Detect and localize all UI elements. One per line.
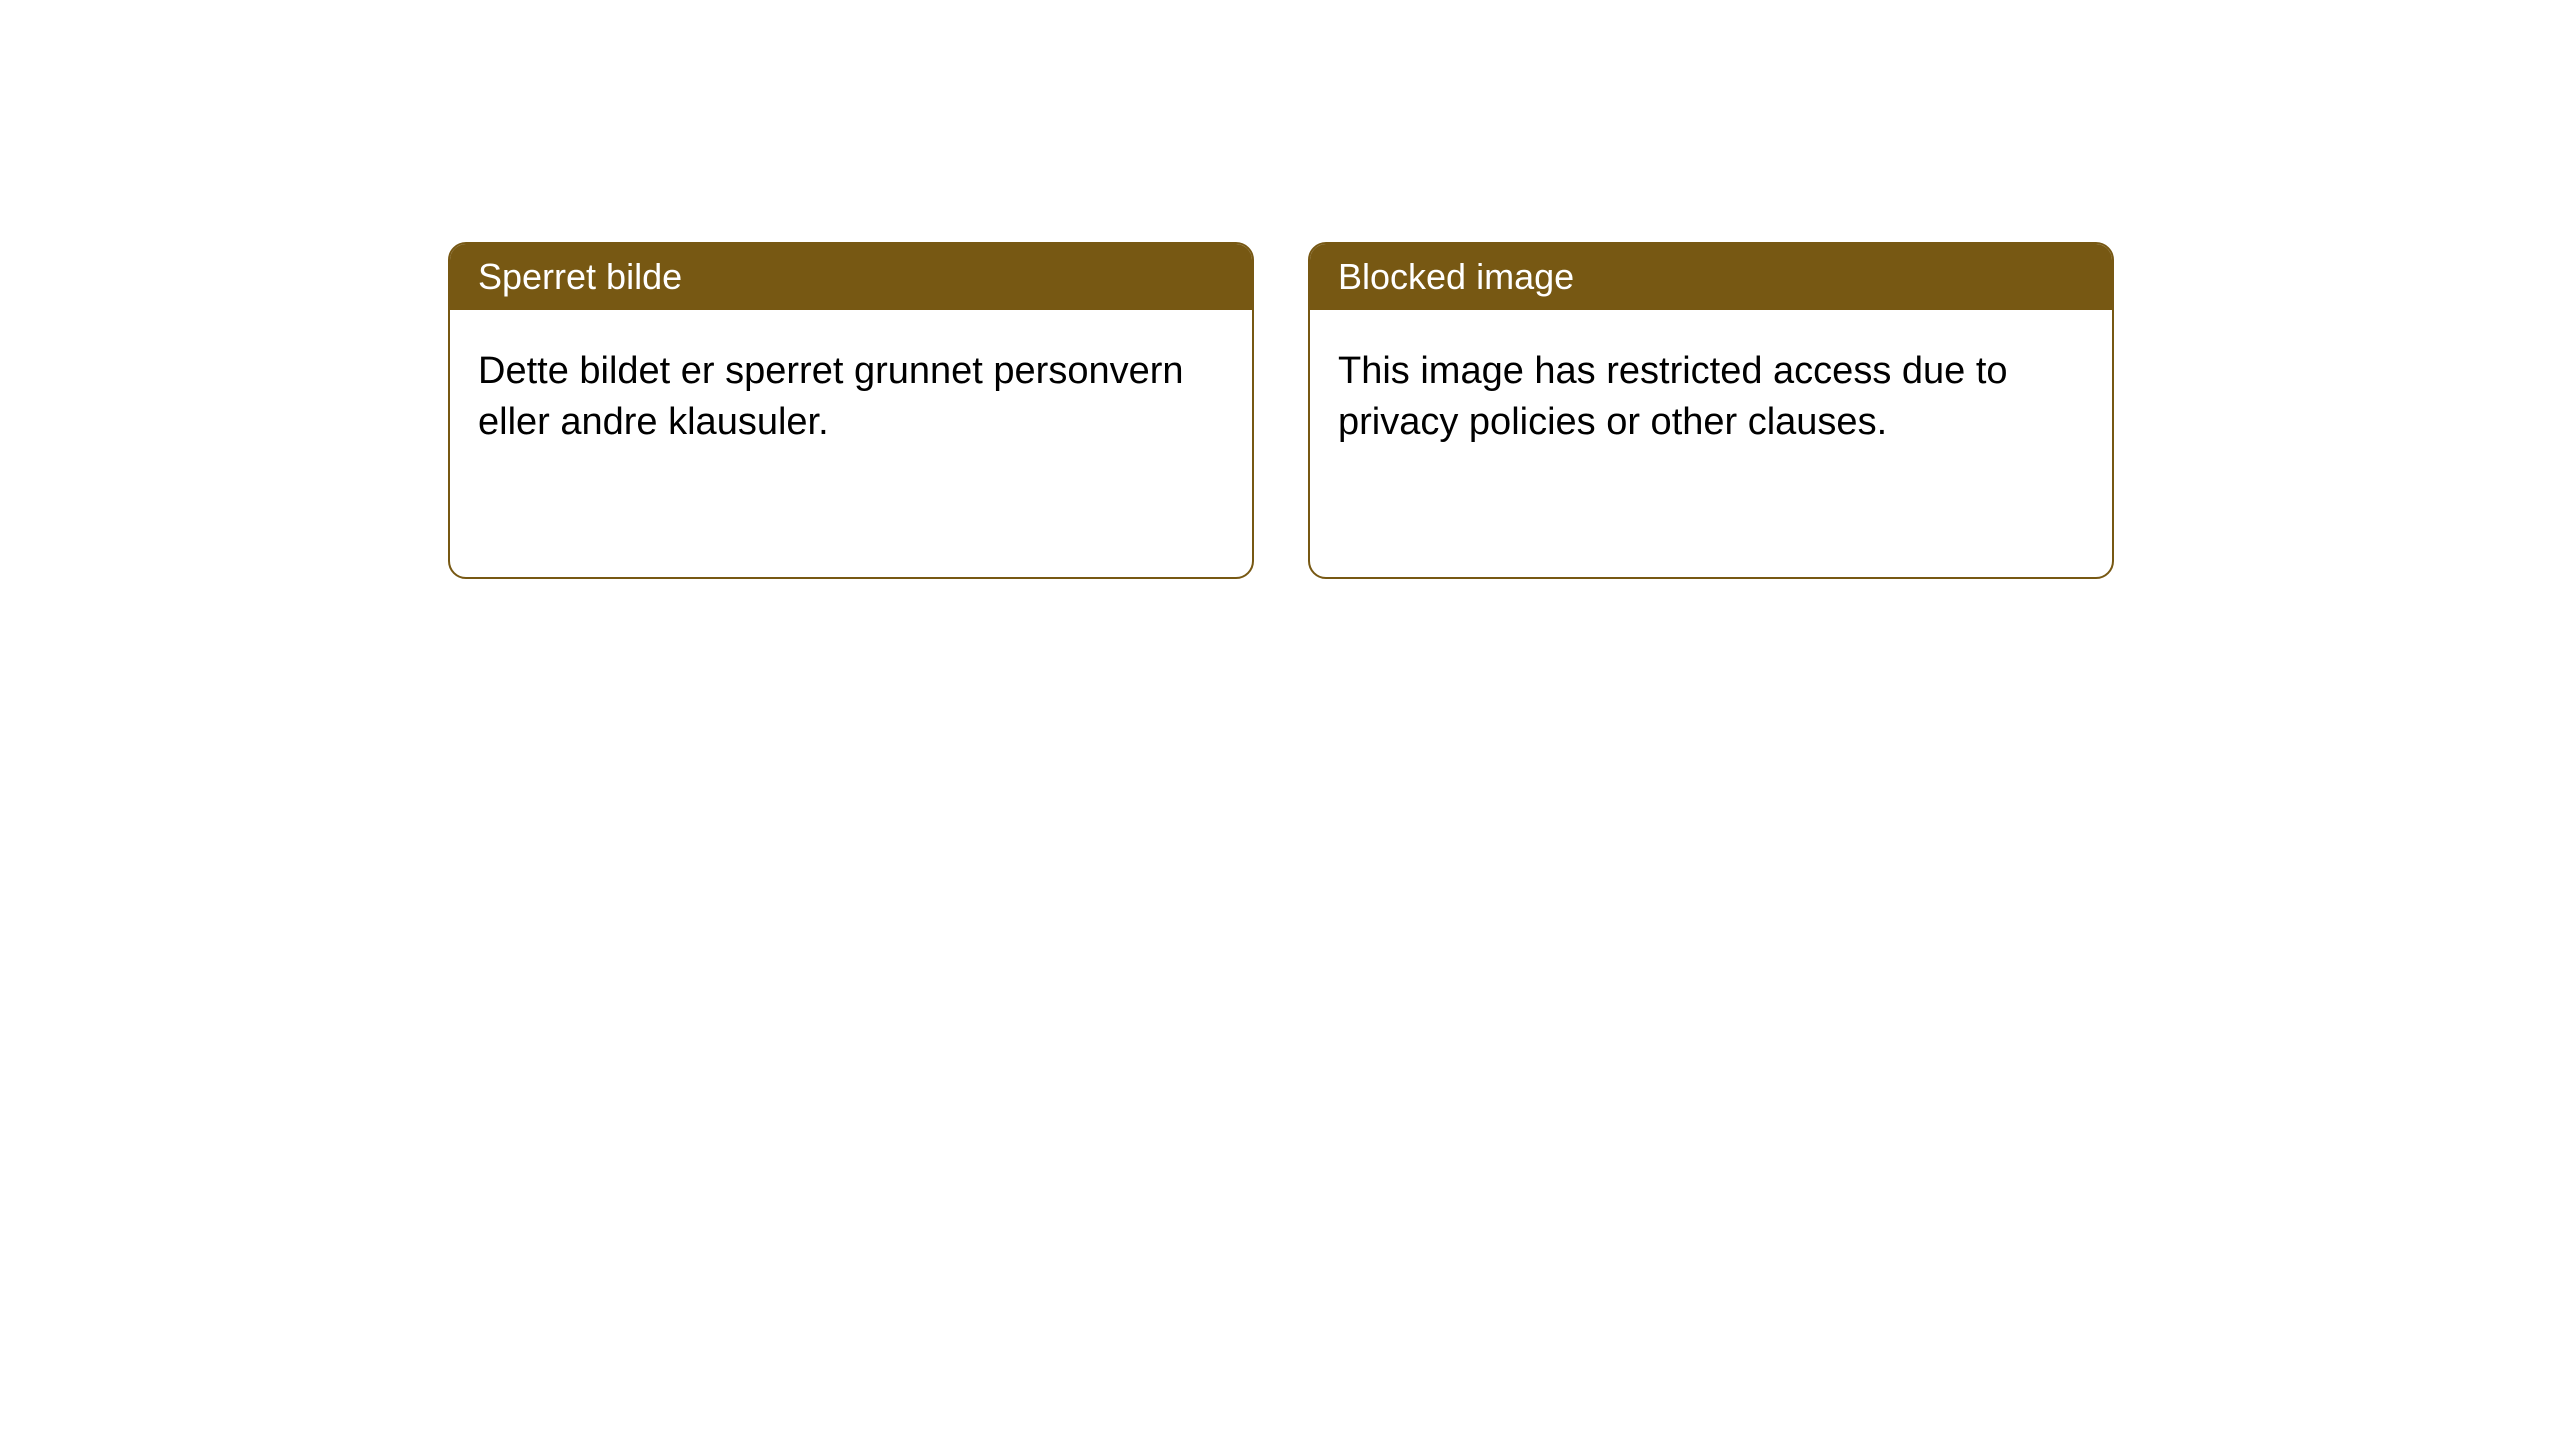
notice-box-english: Blocked image This image has restricted …	[1308, 242, 2114, 579]
notice-body: This image has restricted access due to …	[1310, 310, 2112, 485]
notice-header: Blocked image	[1310, 244, 2112, 310]
notice-text: Dette bildet er sperret grunnet personve…	[478, 350, 1184, 443]
notice-box-norwegian: Sperret bilde Dette bildet er sperret gr…	[448, 242, 1254, 579]
notice-header: Sperret bilde	[450, 244, 1252, 310]
notice-container: Sperret bilde Dette bildet er sperret gr…	[448, 242, 2114, 579]
notice-text: This image has restricted access due to …	[1338, 350, 2008, 443]
notice-title: Sperret bilde	[478, 256, 682, 297]
notice-title: Blocked image	[1338, 256, 1574, 297]
notice-body: Dette bildet er sperret grunnet personve…	[450, 310, 1252, 485]
